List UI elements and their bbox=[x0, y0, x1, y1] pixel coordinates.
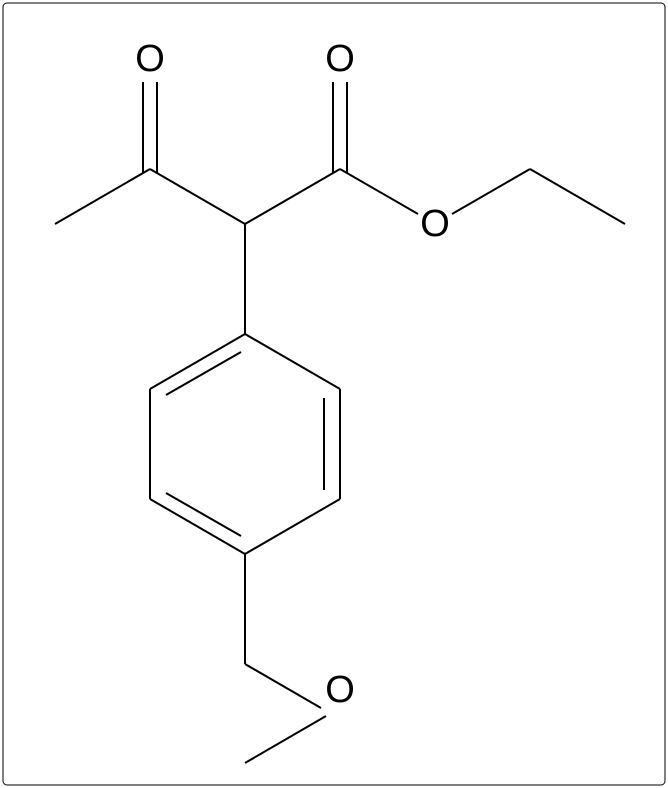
atom-label-O2: O bbox=[325, 38, 355, 80]
atoms-group: O O O O bbox=[135, 38, 450, 711]
bond bbox=[530, 169, 625, 224]
bond bbox=[150, 334, 245, 389]
atom-label-O1: O bbox=[135, 38, 165, 80]
atom-label-O3: O bbox=[420, 203, 450, 245]
bond bbox=[245, 169, 340, 224]
bond bbox=[340, 169, 418, 214]
bond bbox=[452, 169, 530, 214]
bond bbox=[245, 334, 340, 389]
bond bbox=[55, 169, 150, 224]
atom-label-O4: O bbox=[325, 669, 355, 711]
bonds-group bbox=[55, 82, 625, 763]
bond bbox=[245, 716, 326, 763]
bond bbox=[150, 499, 245, 554]
molecule-diagram: O O O O bbox=[0, 0, 668, 788]
bond bbox=[150, 169, 245, 224]
bond bbox=[245, 499, 340, 554]
bond bbox=[245, 664, 321, 708]
